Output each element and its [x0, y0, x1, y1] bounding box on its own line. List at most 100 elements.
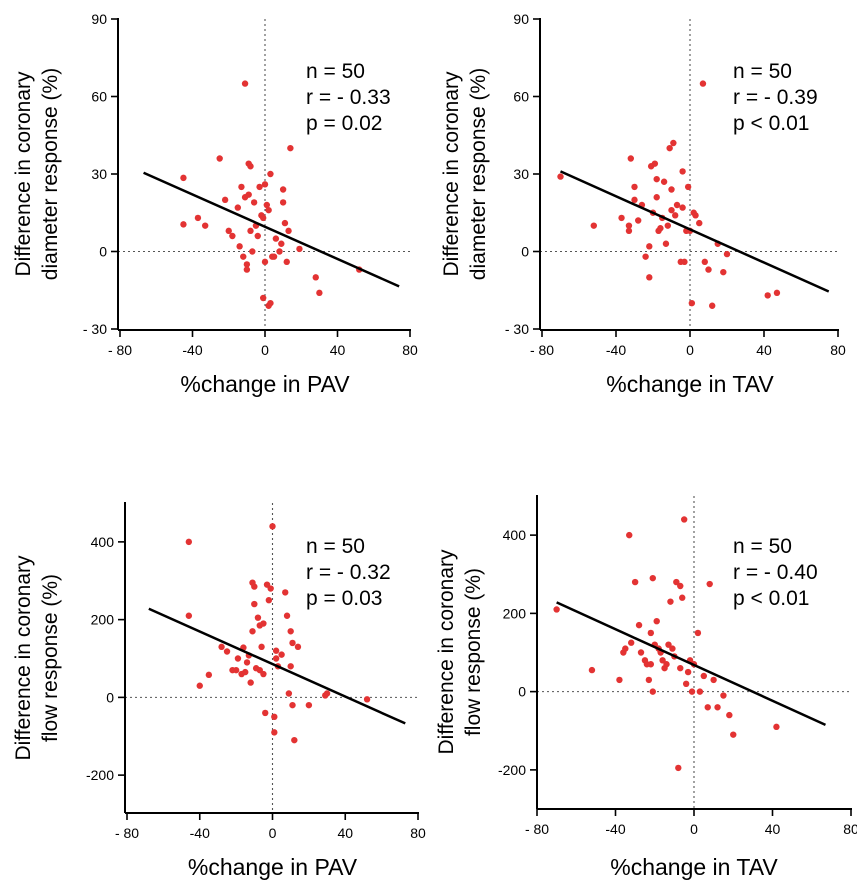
y-tick-label: 60 [91, 89, 107, 105]
data-point [234, 655, 242, 662]
data-point [285, 227, 292, 235]
data-point [688, 299, 696, 307]
data-point [282, 589, 289, 596]
data-point [700, 672, 708, 680]
data-point [225, 227, 232, 235]
data-point [180, 174, 187, 182]
y-axis-label-line: Difference in coronary [435, 549, 458, 755]
data-point [234, 204, 242, 211]
x-axis-label: %change in PAV [188, 854, 358, 880]
data-point [673, 578, 680, 586]
data-point [646, 274, 653, 281]
y-tick-label: 30 [513, 166, 529, 182]
data-point [287, 663, 294, 670]
y-axis-label-line: flow response (%) [462, 568, 485, 736]
x-tick-label: 80 [843, 821, 857, 837]
x-tick-label: - 80 [530, 342, 554, 358]
data-point [647, 629, 655, 637]
stat-label: n = 50 [306, 535, 365, 558]
y-tick-label: - 30 [83, 321, 107, 337]
data-point [272, 235, 280, 242]
data-point [681, 258, 688, 266]
data-point [278, 651, 285, 658]
data-point [185, 538, 193, 546]
x-tick-label: 40 [756, 342, 772, 358]
data-point [672, 212, 679, 219]
data-point [243, 659, 251, 666]
data-point [289, 701, 296, 709]
data-point [267, 170, 274, 178]
data-point [730, 731, 737, 738]
x-axis-label: %change in PAV [180, 371, 350, 397]
stat-label: p = 0.03 [306, 587, 382, 610]
x-tick-label: - 80 [108, 342, 132, 358]
data-point [680, 516, 688, 523]
data-point [241, 80, 249, 87]
data-point [682, 680, 690, 687]
data-point [258, 643, 265, 651]
data-point [261, 181, 269, 188]
stat-label: n = 50 [733, 60, 792, 83]
data-point [726, 711, 733, 719]
data-point [706, 580, 713, 588]
data-point [653, 175, 660, 183]
data-point [684, 668, 692, 676]
data-point [279, 186, 287, 193]
data-point [229, 232, 236, 240]
y-tick-label: -200 [498, 762, 526, 778]
data-point [675, 764, 682, 772]
data-point [287, 144, 294, 152]
data-point [664, 222, 671, 229]
data-point [289, 639, 296, 647]
data-point [631, 196, 638, 204]
x-tick-label: 80 [402, 342, 418, 358]
data-point [271, 729, 278, 736]
data-point [251, 583, 258, 590]
data-point [710, 676, 717, 684]
y-axis-label-line: Difference in coronary [12, 71, 35, 277]
data-point [218, 643, 225, 651]
data-point [705, 266, 712, 273]
data-point [263, 201, 271, 209]
y-axis-label: Difference in coronary flow response (%) [12, 555, 62, 761]
data-point [180, 221, 187, 228]
data-point [323, 690, 331, 697]
data-point [679, 204, 686, 211]
data-point [240, 253, 247, 260]
x-tick-label: 40 [765, 821, 781, 837]
data-point [254, 232, 261, 240]
data-point [679, 594, 686, 601]
data-point [196, 682, 203, 689]
y-axis-label-line: Difference in coronary [12, 555, 35, 761]
data-point [631, 183, 638, 191]
data-point [283, 258, 290, 266]
data-point [221, 196, 229, 204]
data-point [287, 628, 294, 635]
stat-label: r = - 0.32 [306, 561, 391, 584]
data-point [645, 676, 653, 684]
data-point [679, 168, 686, 175]
stat-label: r = - 0.39 [733, 86, 818, 109]
data-point [265, 206, 272, 214]
chart-panel-1: - 30 0 30 60 90 - 80 -40 0 40 80 n = 50 r = - 0.33 p… [12, 11, 418, 397]
data-point [251, 600, 258, 608]
y-tick-label: 30 [91, 166, 107, 182]
data-point [247, 227, 254, 235]
data-point [276, 248, 283, 255]
regression-line [143, 171, 400, 288]
regression-line [559, 170, 830, 293]
x-tick-label: -40 [605, 821, 625, 837]
data-point [267, 585, 274, 592]
data-point [635, 621, 643, 629]
x-tick-label: -40 [606, 342, 626, 358]
data-point [627, 155, 634, 162]
y-axis-label: Difference in coronary flow response (%) [435, 549, 485, 755]
y-axis-label-line: diameter response (%) [467, 68, 490, 280]
data-point [260, 670, 267, 678]
stat-label: p = 0.02 [306, 112, 382, 135]
y-axis-label: Difference in coronary diameter response … [12, 68, 62, 280]
data-point [622, 645, 629, 652]
data-point [272, 655, 280, 662]
data-point [223, 648, 231, 655]
data-point [259, 214, 267, 222]
